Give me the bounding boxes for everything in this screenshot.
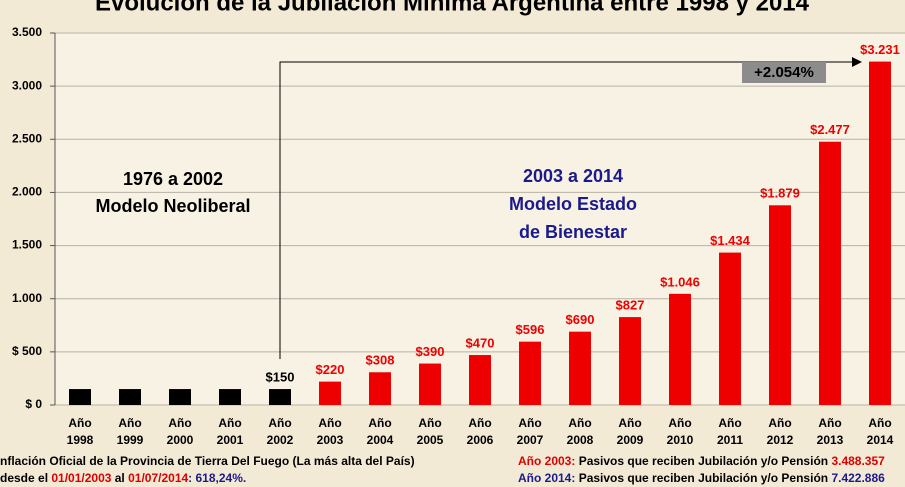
- value-label: $150: [266, 369, 295, 384]
- value-label: $3.231: [860, 42, 900, 57]
- x-tick-label: Año 1999: [116, 416, 144, 447]
- arrow-head: [852, 57, 862, 67]
- plot-area: [55, 33, 905, 405]
- bar: [119, 389, 141, 405]
- x-tick-label: Año 2004: [366, 416, 394, 447]
- note-run: 01/07/2014: [128, 471, 188, 485]
- annotation: 1976 a 2002: [123, 169, 223, 189]
- bar: [619, 317, 641, 405]
- note-run: 01/01/2003: [51, 471, 111, 485]
- x-tick-label: Año 2005: [416, 416, 444, 447]
- note-run: 7.422.886: [831, 471, 885, 485]
- x-tick-label: Año 2014: [866, 416, 894, 447]
- note-run: 3.488.357: [831, 454, 885, 468]
- value-label: $308: [366, 353, 395, 368]
- x-tick-label: Año 2010: [666, 416, 694, 447]
- value-label: $1.879: [760, 186, 800, 201]
- x-tick-label: Año 2012: [766, 416, 794, 447]
- bar: [569, 331, 591, 405]
- annotation: Modelo Estado: [509, 194, 637, 214]
- x-tick-label: Año 2013: [816, 416, 844, 447]
- note-run: al: [111, 471, 128, 485]
- x-tick-label: Año 2000: [166, 416, 194, 447]
- bar: [719, 252, 741, 405]
- note-run: Año 2003:: [518, 454, 575, 468]
- bar: [819, 141, 841, 405]
- y-tick-label: 2.000: [12, 185, 42, 199]
- note-run: nflación Oficial de la Provincia de Tier…: [0, 454, 415, 468]
- growth-box: [742, 62, 826, 83]
- x-tick-label: Año 2011: [716, 416, 744, 447]
- y-tick-label: 3.500: [12, 25, 42, 39]
- bar: [319, 381, 341, 405]
- chart-title: Evolución de la Jubilación Mínima Argent…: [95, 0, 810, 16]
- note: desde el 01/01/2003 al 01/07/2014: 618,2…: [0, 471, 246, 485]
- note-run: Año 2014:: [518, 471, 575, 485]
- x-tick-label: Año 1998: [66, 416, 94, 447]
- value-label: $220: [316, 362, 345, 377]
- value-label: $2.477: [810, 122, 850, 137]
- value-label: $827: [616, 298, 645, 313]
- bar: [419, 363, 441, 405]
- bar: [769, 205, 791, 405]
- x-tick-label: Año 2003: [316, 416, 344, 447]
- x-tick-label: Año 2007: [516, 416, 544, 447]
- note-run: : 618,24%.: [188, 471, 246, 485]
- value-label: $596: [516, 322, 545, 337]
- growth-label: +2.054%: [754, 64, 814, 81]
- value-label: $390: [416, 344, 445, 359]
- y-tick-label: 2.500: [12, 131, 42, 145]
- annotation: 2003 a 2014: [523, 166, 623, 186]
- value-label: $1.046: [660, 274, 700, 289]
- annotation: de Bienestar: [519, 222, 627, 242]
- bar: [869, 61, 891, 406]
- y-tick-label: 3.000: [12, 78, 42, 92]
- bar: [519, 341, 541, 405]
- note: Año 2003: Pasivos que reciben Jubilación…: [518, 454, 885, 468]
- growth-arrow: [279, 61, 852, 360]
- x-tick-label: Año 2001: [216, 416, 244, 447]
- value-label: $1.434: [710, 233, 751, 248]
- y-tick-label: 1.500: [12, 238, 42, 252]
- value-label: $690: [566, 312, 595, 327]
- note: nflación Oficial de la Provincia de Tier…: [0, 454, 415, 468]
- annotation: Modelo Neoliberal: [95, 196, 250, 216]
- y-tick-label: $ 0: [25, 397, 42, 411]
- bar: [169, 389, 191, 405]
- bar: [669, 293, 691, 405]
- bar: [369, 372, 391, 405]
- x-tick-label: Año 2006: [466, 416, 494, 447]
- bar: [469, 355, 491, 405]
- note-run: Pasivos que reciben Jubilación y/o Pensi…: [575, 471, 831, 485]
- value-label: $470: [466, 335, 495, 350]
- bar: [219, 389, 241, 405]
- note-run: desde el: [0, 471, 51, 485]
- x-tick-label: Año 2002: [266, 416, 294, 447]
- x-tick-label: Año 2009: [616, 416, 644, 447]
- y-tick-label: $ 500: [12, 344, 42, 358]
- bar: [269, 389, 291, 405]
- bar: [69, 389, 91, 405]
- note: Año 2014: Pasivos que reciben Jubilación…: [518, 471, 885, 485]
- y-tick-label: 1.000: [12, 291, 42, 305]
- note-run: Pasivos que reciben Jubilación y/o Pensi…: [575, 454, 831, 468]
- x-tick-label: Año 2008: [566, 416, 594, 447]
